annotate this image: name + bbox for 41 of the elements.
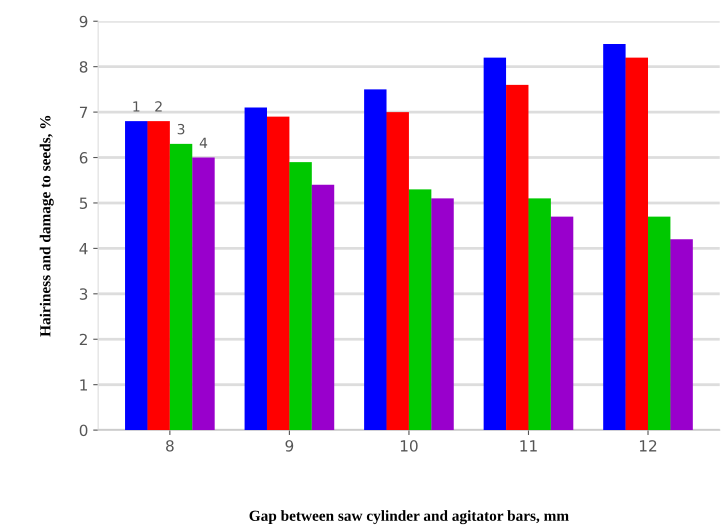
y-tick-label: 4 [79, 243, 88, 254]
y-tick-label: 3 [80, 288, 88, 300]
bar [550, 216, 574, 430]
y-axis-title: Hairiness and damage to seeds, % [40, 116, 54, 337]
y-tick-label: 2 [80, 334, 87, 346]
y-tick-label: 7 [80, 106, 88, 118]
x-tick-label: 10 [400, 440, 418, 452]
y-tick-label: 6 [80, 152, 88, 164]
y-tick-label: 0 [80, 424, 88, 436]
bar [408, 189, 432, 430]
x-tick-label: 9 [286, 440, 294, 452]
bar [147, 121, 170, 430]
bar [626, 58, 648, 430]
bar [364, 89, 387, 430]
x-axis-title: Gap between saw cylinder and agitator bars, mm [250, 510, 569, 524]
bar [484, 58, 506, 430]
series-label: 1 [133, 101, 140, 112]
bar [125, 121, 148, 430]
x-tick-label: 11 [520, 440, 537, 452]
bar [266, 116, 290, 430]
series-label: 3 [178, 124, 184, 134]
series-label: 2 [155, 101, 162, 112]
bar [170, 144, 192, 430]
x-tick-label: 8 [166, 440, 174, 452]
y-tick-label: 5 [80, 198, 88, 209]
y-tick-label: 1 [80, 379, 88, 390]
bar [431, 198, 454, 430]
y-tick-label: 9 [80, 16, 88, 28]
bar [506, 84, 528, 430]
bar [289, 162, 312, 430]
x-tick-label: 12 [640, 440, 656, 452]
bar [244, 108, 267, 430]
series-label: 4 [200, 138, 208, 148]
bar [192, 158, 215, 430]
y-tick-label: 8 [80, 61, 88, 73]
bar [312, 184, 334, 430]
bar [528, 198, 551, 430]
bar [670, 239, 693, 430]
bar [603, 44, 626, 430]
bar [386, 112, 409, 430]
bar [648, 216, 670, 430]
